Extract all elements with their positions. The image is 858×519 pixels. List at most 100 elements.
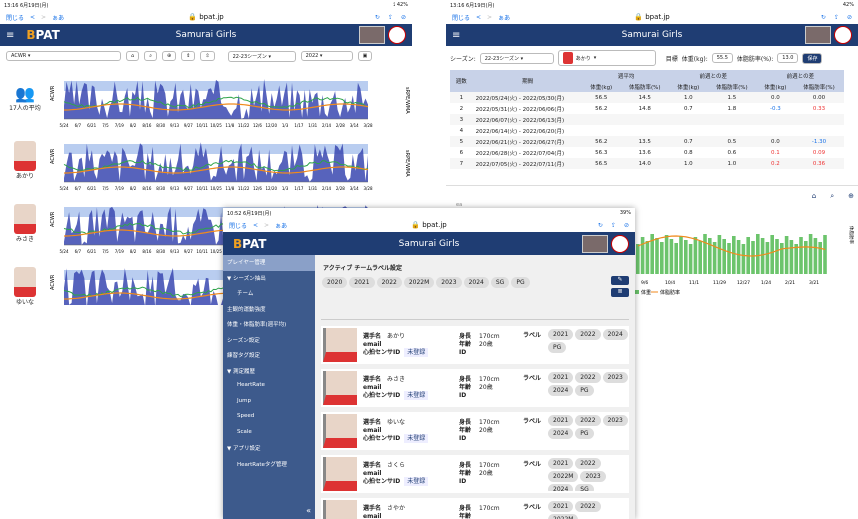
table-cell bbox=[583, 125, 620, 136]
name-label: 選手名 bbox=[363, 505, 382, 512]
share-icon[interactable]: ⇪ bbox=[387, 13, 393, 21]
compass-icon[interactable]: ⊘ bbox=[400, 13, 406, 21]
sidebar-item[interactable]: Jump bbox=[237, 397, 251, 404]
player-tag-chip: PG bbox=[575, 428, 594, 439]
edit-icon[interactable]: ✎ bbox=[611, 276, 629, 285]
acute-line bbox=[63, 159, 369, 171]
home-icon[interactable]: ⌂ bbox=[126, 51, 140, 61]
metric-select[interactable]: ACWR ▾ bbox=[6, 51, 121, 61]
player-card[interactable]: 選手名 あかり email 心拍センサID 未登録 身長 170cm 年齢 20歳 ID ラベル 20… bbox=[321, 326, 629, 364]
forward-icon[interactable]: > bbox=[41, 13, 47, 21]
player-card[interactable]: 選手名さやかemail心拍センサID未登録身長170cm年齢IDラベル20212… bbox=[321, 498, 629, 519]
sidebar-item[interactable]: ▼ シーズン抽出 bbox=[227, 275, 266, 282]
sidebar-item[interactable]: 練習タグ設定 bbox=[227, 353, 261, 359]
weight-bar bbox=[804, 241, 808, 274]
expand-vertical-icon[interactable]: ⇕ bbox=[181, 51, 196, 61]
team-label-chip[interactable]: 2020 bbox=[322, 277, 348, 288]
x-tick-label: 11/1 bbox=[689, 280, 699, 286]
zoom-out-icon[interactable]: ⌕ bbox=[144, 51, 157, 61]
zoom-in-icon[interactable]: ⊕ bbox=[162, 51, 177, 61]
fat-input[interactable]: 13.0 bbox=[777, 53, 799, 63]
close-button-2[interactable]: 閉じる bbox=[452, 14, 471, 22]
age-row: 年齢 20歳 bbox=[459, 341, 523, 349]
back-icon[interactable]: < bbox=[30, 13, 36, 21]
player-card[interactable]: 選手名 ゆいな email 心拍センサID 未登録 身長 170cm 年齢 20歳 ID ラベル 20… bbox=[321, 412, 629, 450]
forward-icon-2[interactable]: > bbox=[487, 13, 493, 21]
sidebar-item[interactable]: 体重・体脂肪率(週平均) bbox=[227, 322, 287, 328]
list-edit-icon[interactable]: ≣ bbox=[611, 288, 629, 297]
x-tick-label: 10/4 bbox=[665, 280, 675, 286]
year-select[interactable]: 2022 ▾ bbox=[300, 51, 353, 61]
team-label-chip[interactable]: 2023 bbox=[436, 277, 462, 288]
sidebar-item[interactable]: 主観的運動強度 bbox=[227, 306, 266, 313]
age-row: 年齢 20歳 bbox=[459, 384, 523, 392]
forward-icon-3[interactable]: > bbox=[264, 221, 270, 229]
sidebar: プレイヤー管理 ▼ シーズン抽出 チーム主観的運動強度体重・体脂肪率(週平均) シーズ… bbox=[223, 255, 315, 519]
close-button-3[interactable]: 閉じる bbox=[229, 222, 248, 230]
season-select[interactable]: 22-23シーズン ▾ bbox=[227, 50, 296, 62]
collapse-icon[interactable]: « bbox=[306, 506, 311, 515]
hr-row: 心拍センサID 未登録 bbox=[363, 348, 459, 357]
load-area bbox=[64, 141, 368, 182]
chart-zoom-out-icon[interactable]: ⌕ bbox=[830, 192, 835, 200]
sidebar-item[interactable]: チーム bbox=[237, 291, 254, 297]
menu-icon[interactable]: ≡ bbox=[6, 29, 15, 41]
url-bar-2[interactable]: 🔒 bpat.jp bbox=[634, 13, 670, 21]
chart-home-icon[interactable]: ⌂ bbox=[811, 192, 817, 200]
save-button[interactable]: 保存 bbox=[802, 52, 823, 64]
x-tick-label: 1/17 bbox=[294, 123, 303, 128]
team-label-chip[interactable]: 2022M bbox=[403, 277, 435, 288]
season-select-2[interactable]: 22-23シーズン ▾ bbox=[479, 52, 554, 64]
age-label: 年齢 bbox=[459, 384, 472, 391]
compass-icon-2[interactable]: ⊘ bbox=[846, 13, 852, 21]
reader-button-3[interactable]: ぁあ bbox=[275, 222, 288, 230]
player-name: ゆいな bbox=[15, 299, 34, 305]
back-icon-3[interactable]: < bbox=[253, 221, 259, 229]
sidebar-item[interactable]: Speed bbox=[237, 413, 255, 419]
menu-icon-2[interactable]: ≡ bbox=[452, 29, 461, 41]
sidebar-item[interactable]: HeartRateタグ管理 bbox=[237, 461, 287, 468]
compass-icon-3[interactable]: ⊘ bbox=[623, 221, 629, 229]
email-label: email bbox=[363, 341, 382, 348]
share-icon-2[interactable]: ⇪ bbox=[833, 13, 839, 21]
sidebar-item[interactable]: シーズン設定 bbox=[227, 337, 260, 344]
sidebar-item[interactable]: Scale bbox=[237, 428, 252, 435]
reload-icon[interactable]: ↻ bbox=[374, 13, 380, 21]
reload-icon-2[interactable]: ↻ bbox=[820, 13, 826, 21]
weight-input[interactable]: 55.5 bbox=[711, 53, 733, 63]
sidebar-item[interactable]: プレイヤー管理 bbox=[223, 255, 315, 271]
fullscreen-icon[interactable]: ▣ bbox=[357, 51, 373, 61]
table-cell bbox=[706, 114, 757, 125]
x-tick-label: 11/8 bbox=[225, 186, 234, 191]
url-bar[interactable]: 🔒 bpat.jp bbox=[188, 13, 224, 21]
weight-bar bbox=[684, 240, 688, 274]
reader-button[interactable]: ぁあ bbox=[52, 14, 65, 22]
player-value: あかり bbox=[575, 55, 591, 62]
table-cell: 13.5 bbox=[619, 136, 670, 147]
table-cell bbox=[670, 125, 707, 136]
team-label-chip[interactable]: PG bbox=[511, 277, 530, 288]
team-label-chip[interactable]: SG bbox=[490, 277, 510, 288]
share-icon-3[interactable]: ⇪ bbox=[610, 221, 616, 229]
acwr-chart: ACWR sRPE/WMA 5/24 6/7 6/21 7/5 7/19 8/2 8/16 8/3… bbox=[50, 141, 410, 191]
team-label-chip[interactable]: 2024 bbox=[463, 277, 489, 288]
chart-zoom-in-icon[interactable]: ⊕ bbox=[848, 192, 854, 200]
player-name: さやか bbox=[387, 505, 406, 512]
url-bar-3[interactable]: 🔒 bpat.jp bbox=[411, 221, 447, 229]
team-label-chip[interactable]: 2021 bbox=[349, 277, 375, 288]
x-tick-label: 1/24 bbox=[761, 280, 771, 286]
back-icon-2[interactable]: < bbox=[476, 13, 482, 21]
sidebar-item[interactable]: ▼ 測定履歴 bbox=[227, 368, 255, 375]
reload-icon-3[interactable]: ↻ bbox=[597, 221, 603, 229]
sidebar-item[interactable]: HeartRate bbox=[237, 382, 265, 388]
team-label-chip[interactable]: 2022 bbox=[376, 277, 402, 288]
player-card[interactable]: 選手名 みさき email 心拍センサID 未登録 身長 170cm 年齢 20歳 ID ラベル 20… bbox=[321, 369, 629, 407]
sidebar-item[interactable]: ▼ アプリ設定 bbox=[227, 446, 261, 452]
close-button[interactable]: 閉じる bbox=[6, 14, 25, 22]
id-label: ID bbox=[459, 478, 467, 485]
age-value: 20歳 bbox=[479, 384, 493, 391]
player-card[interactable]: 選手名 さくら email 心拍センサID 未登録 身長 170cm 年齢 20歳 ID ラベル 20… bbox=[321, 455, 629, 493]
collapse-vertical-icon[interactable]: ⇳ bbox=[200, 51, 215, 61]
reader-button-2[interactable]: ぁあ bbox=[498, 14, 511, 22]
player-select[interactable]: あかり ▾ bbox=[557, 50, 656, 66]
